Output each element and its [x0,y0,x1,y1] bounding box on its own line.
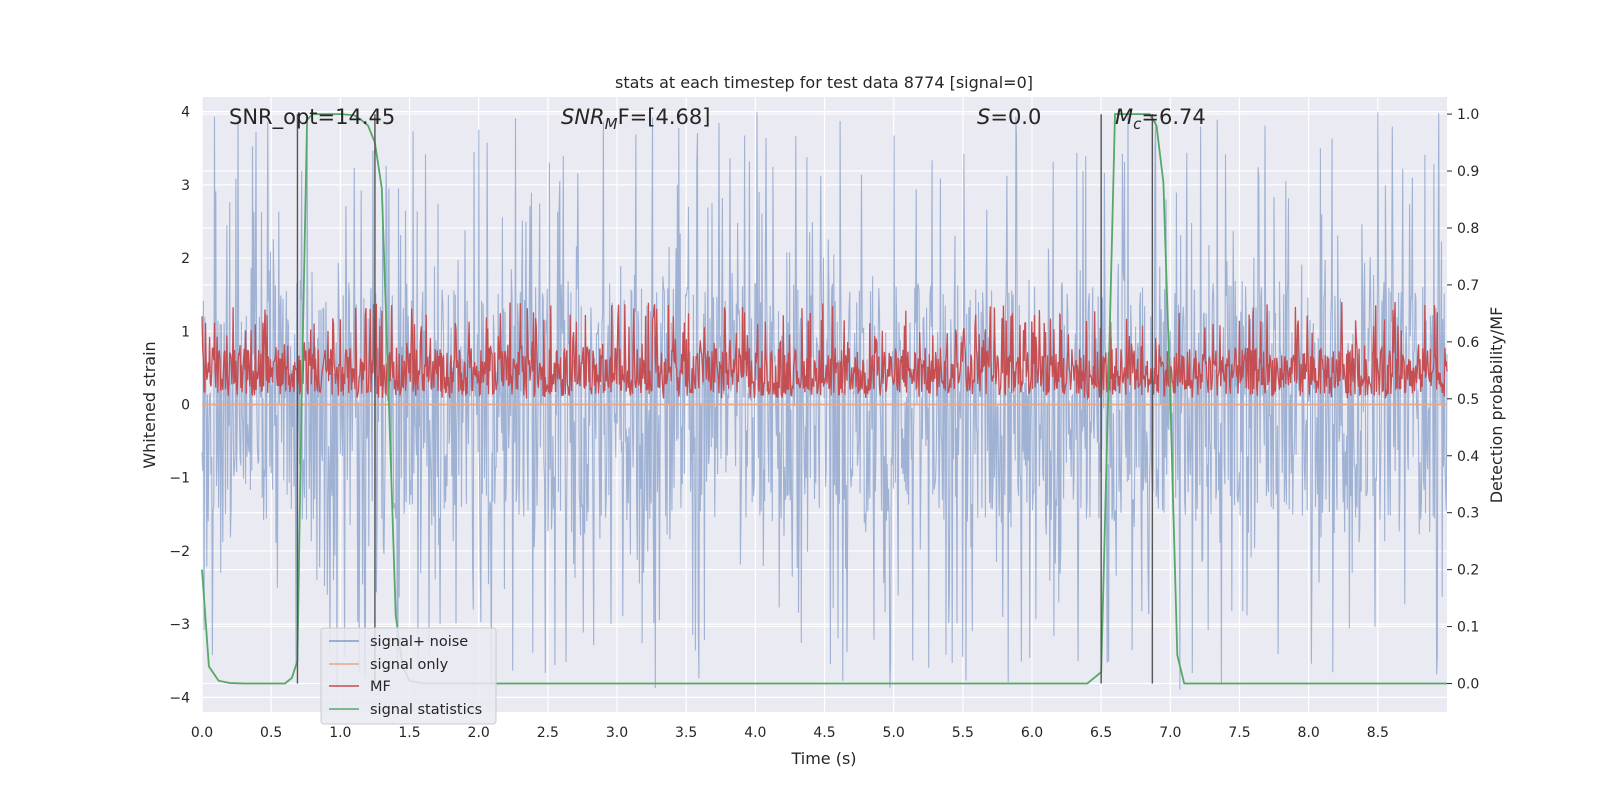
y-tick-label: 2 [181,251,190,267]
y-right-tick-label: 0.3 [1457,506,1479,522]
series-signal-noise [201,112,1448,690]
series-signal-statistics [201,113,1447,685]
annotation-s: S=0.0 [977,105,1041,129]
x-tick-label: 2.5 [537,725,559,741]
y-axis-ticks: −4 −3 −2 −1 0 1 2 3 4 [169,105,190,707]
y-right-axis-label: Detection probability/MF [1487,307,1506,504]
x-tick-label: 1.0 [329,725,351,741]
x-tick-label: 8.5 [1367,725,1389,741]
annotation-mc: Mc=6.74 [1115,105,1206,133]
x-tick-label: 5.0 [883,725,905,741]
x-tick-label: 3.0 [606,725,628,741]
y-right-tick-label: 0.7 [1457,278,1479,294]
y-tick-label: −4 [169,690,190,706]
series-layer [201,112,1448,690]
x-tick-label: 8.0 [1298,725,1320,741]
vertical-markers [296,114,1154,684]
y-tick-label: 0 [181,398,190,414]
y-tick-label: 3 [181,178,190,194]
annotation-snr-opt: SNR_opt=14.45 [229,105,395,130]
y-right-tick-label: 0.9 [1457,164,1479,180]
legend-label-signal-only: signal only [370,657,449,673]
y-tick-label: −2 [169,544,190,560]
y-tick-label: −1 [169,471,190,487]
x-axis-ticks: 0.0 0.5 1.0 1.5 2.0 2.5 3.0 3.5 4.0 4.5 5.0 5.5 6.0 6… [191,725,1389,741]
legend-box [320,627,497,725]
x-axis-label: Time (s) [790,749,856,768]
y-right-tick-label: 0.6 [1457,335,1479,351]
x-tick-label: 3.5 [675,725,697,741]
y-right-axis-ticks: 0.0 0.1 0.2 0.3 0.4 0.5 0.6 0.7 0.8 0.9 1.0 [1447,107,1479,693]
y-tick-label: 4 [181,105,190,121]
x-tick-label: 5.5 [952,725,974,741]
x-tick-label: 6.5 [1090,725,1112,741]
series-mf [201,301,1448,401]
y-right-tick-label: 1.0 [1457,107,1479,123]
x-tick-label: 1.5 [398,725,420,741]
x-tick-label: 7.0 [1159,725,1181,741]
x-tick-label: 7.5 [1228,725,1250,741]
y-tick-label: −3 [169,617,190,633]
annotation-snr-mf: SNRMF=[4.68] [561,105,710,133]
y-axis-label: Whitened strain [140,341,159,468]
y-right-tick-label: 0.8 [1457,221,1479,237]
x-tick-label: 0.0 [191,725,213,741]
y-right-tick-label: 0.0 [1457,677,1479,693]
legend-label-mf: MF [370,679,391,695]
y-right-tick-label: 0.4 [1457,449,1479,465]
x-tick-label: 0.5 [260,725,282,741]
x-tick-label: 4.5 [813,725,835,741]
x-tick-label: 4.0 [744,725,766,741]
legend-label-signal-noise: signal+ noise [370,634,468,650]
y-right-tick-label: 0.2 [1457,563,1479,579]
y-right-tick-label: 0.1 [1457,620,1479,636]
chart-title: stats at each timestep for test data 877… [615,73,1033,92]
x-tick-label: 6.0 [1021,725,1043,741]
legend: signal+ noise signal only MF signal stat… [320,627,497,725]
y-tick-label: 1 [181,324,190,340]
x-tick-label: 2.0 [468,725,490,741]
legend-label-signal-statistics: signal statistics [370,702,482,718]
y-right-tick-label: 0.5 [1457,392,1479,408]
